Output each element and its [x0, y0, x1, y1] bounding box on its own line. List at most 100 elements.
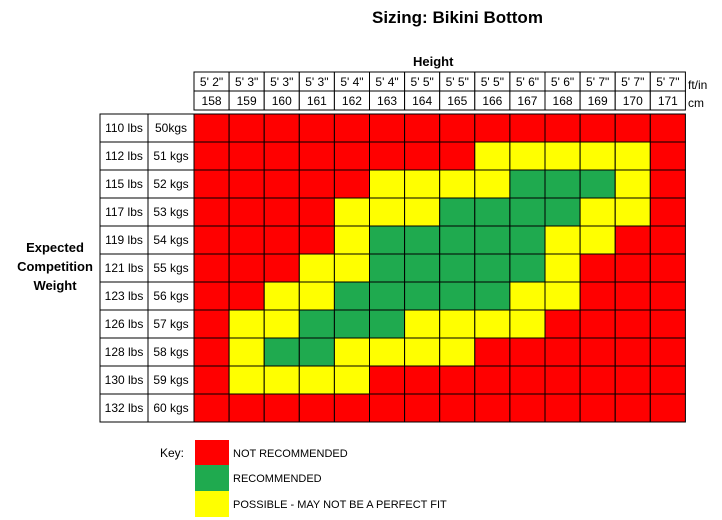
- heatmap-cell: [404, 169, 441, 199]
- row-label-kgs-cell: [147, 281, 195, 311]
- heatmap-cell: [509, 281, 546, 311]
- heatmap-cell: [614, 141, 651, 171]
- tick-label-kgs: 57 kgs: [153, 317, 188, 331]
- heatmap-cell: [474, 169, 511, 199]
- heatmap-cell: [298, 225, 335, 255]
- tick-label-ft-in: 5' 3": [305, 75, 328, 89]
- heatmap-cell: [474, 337, 511, 367]
- heatmap-cell: [369, 141, 406, 171]
- heatmap-cell: [649, 225, 686, 255]
- heatmap-cell: [614, 365, 651, 395]
- heatmap-cell: [474, 141, 511, 171]
- heatmap-cell: [579, 309, 616, 339]
- heatmap-cell: [614, 337, 651, 367]
- heatmap-cell: [614, 309, 651, 339]
- heatmap-cell: [649, 281, 686, 311]
- heatmap-cell: [649, 253, 686, 283]
- heatmap-cell: [228, 113, 265, 143]
- tick-label-kgs: 53 kgs: [153, 205, 188, 219]
- heatmap-cell: [509, 169, 546, 199]
- heatmap-cell: [263, 197, 300, 227]
- heatmap-cell: [509, 225, 546, 255]
- heatmap-cell: [649, 197, 686, 227]
- tick-label-kgs: 59 kgs: [153, 373, 188, 387]
- heatmap-cell: [404, 337, 441, 367]
- heatmap-cell: [298, 309, 335, 339]
- row-label-kgs-cell: [147, 253, 195, 283]
- heatmap-cell: [263, 281, 300, 311]
- heatmap-cell: [509, 365, 546, 395]
- heatmap-cell: [579, 197, 616, 227]
- heatmap-cell: [298, 113, 335, 143]
- tick-label-lbs: 121 lbs: [105, 261, 144, 275]
- heatmap-cell: [369, 337, 406, 367]
- heatmap-cell: [439, 169, 476, 199]
- heatmap-cell: [193, 365, 230, 395]
- key-item-recommended: RECOMMENDED: [195, 465, 595, 491]
- tick-label-ft-in: 5' 3": [235, 75, 258, 89]
- key-label-recommended: RECOMMENDED: [233, 473, 322, 485]
- heatmap-cell: [614, 113, 651, 143]
- heatmap-cell: [509, 309, 546, 339]
- heatmap-cell: [333, 337, 370, 367]
- heatmap-cell: [333, 113, 370, 143]
- heatmap-cell: [474, 309, 511, 339]
- heatmap-cell: [193, 225, 230, 255]
- heatmap-cell: [649, 365, 686, 395]
- tick-label-lbs: 110 lbs: [105, 121, 143, 135]
- heatmap-cell: [509, 393, 546, 423]
- heatmap-cell: [333, 365, 370, 395]
- heatmap-cell: [439, 365, 476, 395]
- row-label-kgs-cell: [147, 225, 195, 255]
- tick-label-ft-in: 5' 2": [200, 75, 223, 89]
- heatmap-cell: [298, 197, 335, 227]
- heatmap-cell: [404, 253, 441, 283]
- row-label-kgs-cell: [147, 141, 195, 171]
- heatmap-cell: [649, 169, 686, 199]
- heatmap-cell: [544, 281, 581, 311]
- heatmap-cell: [228, 197, 265, 227]
- heatmap-cell: [544, 169, 581, 199]
- heatmap-cell: [228, 141, 265, 171]
- tick-label-cm: 161: [307, 94, 327, 108]
- tick-label-lbs: 126 lbs: [105, 317, 144, 331]
- heatmap-cell: [404, 281, 441, 311]
- row-label-lbs-cell: [99, 197, 149, 227]
- tick-label-kgs: 51 kgs: [153, 149, 188, 163]
- heatmap-cell: [333, 141, 370, 171]
- heatmap-cell: [333, 253, 370, 283]
- heatmap-cell: [263, 225, 300, 255]
- heatmap-cell: [509, 141, 546, 171]
- tick-label-lbs: 132 lbs: [105, 401, 144, 415]
- heatmap-cell: [333, 309, 370, 339]
- heatmap-cell: [228, 393, 265, 423]
- tick-label-ft-in: 5' 3": [270, 75, 293, 89]
- heatmap-cell: [474, 253, 511, 283]
- heatmap-cell: [228, 281, 265, 311]
- heatmap-cell: [228, 169, 265, 199]
- heatmap-cell: [263, 393, 300, 423]
- heatmap-cell: [509, 253, 546, 283]
- heatmap-cell: [544, 141, 581, 171]
- heatmap-cell: [439, 337, 476, 367]
- heatmap-cell: [649, 141, 686, 171]
- row-label-lbs-cell: [99, 281, 149, 311]
- key-label-not-recommended: NOT RECOMMENDED: [233, 448, 348, 460]
- sizing-heatmap: 5' 2" 158 5' 3" 159 5' 3" 160 5' 3" 161 5' 4" 162…: [99, 71, 686, 423]
- tick-label-ft-in: 5' 6": [516, 75, 539, 89]
- heatmap-cell: [474, 225, 511, 255]
- heatmap-cell: [544, 197, 581, 227]
- heatmap-cell: [544, 393, 581, 423]
- tick-label-ft-in: 5' 7": [586, 75, 609, 89]
- key-title: Key:: [160, 446, 185, 460]
- tick-label-lbs: 128 lbs: [105, 345, 144, 359]
- heatmap-cell: [579, 253, 616, 283]
- unit-ft-in: ft/in: [688, 78, 708, 92]
- heatmap-cell: [474, 113, 511, 143]
- heatmap-cell: [579, 113, 616, 143]
- heatmap-cell: [614, 281, 651, 311]
- heatmap-cell: [193, 281, 230, 311]
- header-cell-cm: [649, 90, 686, 111]
- heatmap-cell: [298, 169, 335, 199]
- heatmap-cell: [298, 253, 335, 283]
